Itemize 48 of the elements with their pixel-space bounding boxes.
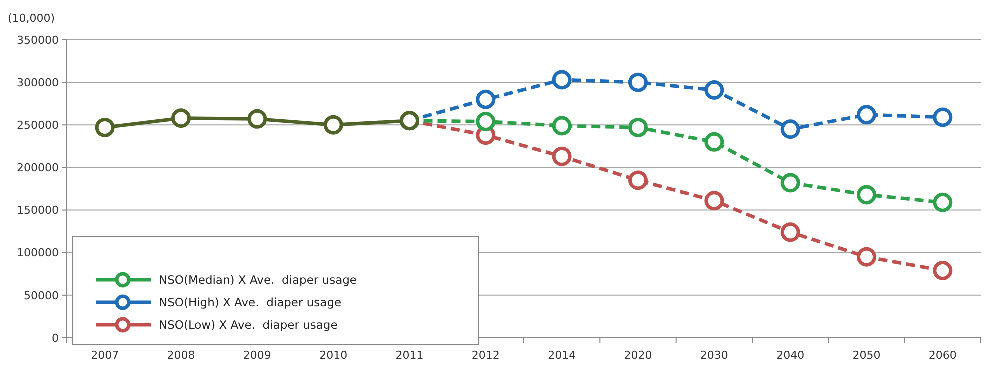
x-tick-label: 2011 (396, 349, 424, 362)
y-axis-title: (10,000) (8, 12, 56, 25)
y-tick-label: 250000 (17, 118, 59, 132)
y-tick-label: 100000 (17, 246, 59, 260)
point (552, 146, 572, 166)
x-tick-label: 2040 (776, 349, 805, 362)
point (780, 222, 800, 242)
point (476, 112, 496, 132)
x-tick-label: 2009 (243, 349, 272, 362)
point (628, 72, 648, 92)
point (552, 70, 572, 90)
x-tick-label: 2008 (167, 349, 196, 362)
x-tick-label: 2012 (472, 349, 500, 362)
y-tick-label: 0 (52, 332, 59, 345)
point (95, 118, 115, 138)
point (172, 108, 191, 128)
point (324, 115, 344, 135)
point (933, 192, 953, 212)
point (857, 185, 876, 205)
x-tick-label: 2030 (700, 349, 728, 362)
point (857, 105, 876, 125)
point (933, 260, 953, 280)
point (704, 191, 724, 211)
y-tick-label: 50000 (24, 289, 59, 302)
point (552, 116, 572, 136)
point (248, 109, 268, 129)
x-tick-label: 2014 (548, 349, 576, 362)
x-tick-label: 2010 (320, 349, 348, 362)
y-tick-label: 350000 (17, 34, 59, 47)
x-tick-label: 2007 (91, 349, 120, 362)
point (933, 108, 953, 128)
x-tick-label: 2060 (928, 349, 957, 362)
y-tick-label: 200000 (17, 162, 59, 175)
y-tick-label: 150000 (17, 204, 59, 218)
point (857, 247, 876, 267)
legend-label: NSO(Low) X Ave. diaper usage (159, 318, 338, 332)
legend-label: NSO(Median) X Ave. diaper usage (159, 273, 357, 288)
y-tick-label: 300000 (17, 76, 59, 90)
point (780, 120, 800, 140)
point (628, 170, 648, 190)
legend-label: NSO(High) X Ave. diaper usage (159, 296, 342, 310)
point (476, 90, 496, 110)
point (780, 173, 800, 193)
point (704, 132, 724, 152)
point (704, 80, 724, 100)
x-tick-label: 2020 (624, 349, 652, 362)
point (628, 118, 648, 138)
x-tick-label: 2050 (852, 349, 881, 362)
